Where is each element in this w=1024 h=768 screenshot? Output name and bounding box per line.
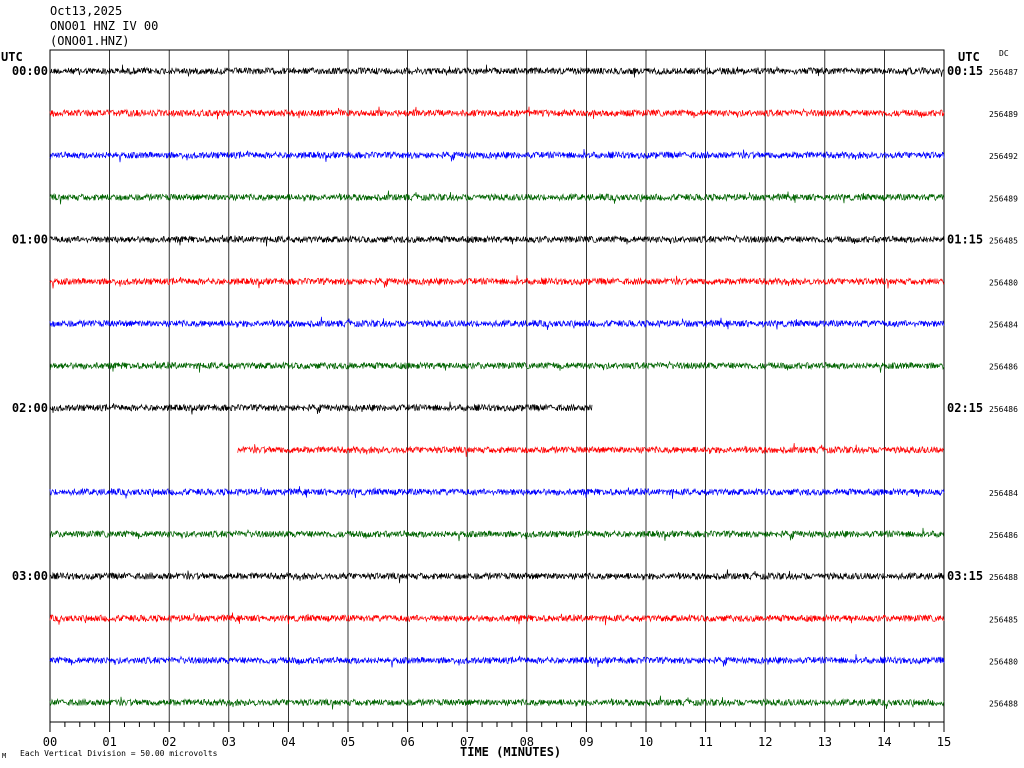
plot-frame [49, 49, 945, 723]
x-tick-label: 03 [222, 735, 236, 749]
x-tick-label: 02 [162, 735, 176, 749]
trace-right-time: 03:15 [947, 569, 983, 583]
trace-3 [49, 190, 945, 205]
trace-dc-value: 256480 [989, 657, 1018, 666]
trace-10 [49, 486, 945, 499]
trace-left-time: 02:00 [12, 401, 48, 415]
trace-dc-value: 256488 [989, 573, 1018, 582]
x-tick-label: 07 [460, 735, 474, 749]
x-tick-label: 06 [400, 735, 414, 749]
x-tick-label: 08 [520, 735, 534, 749]
trace-0 [49, 64, 945, 78]
trace-13 [49, 612, 945, 626]
trace-left-time: 01:00 [12, 232, 48, 246]
trace-dc-value: 256486 [989, 363, 1018, 372]
trace-dc-value: 256489 [989, 110, 1018, 119]
x-tick-label: 01 [102, 735, 116, 749]
trace-dc-value: 256489 [989, 194, 1018, 203]
x-tick-label: 11 [698, 735, 712, 749]
x-axis-label: TIME (MINUTES) [460, 745, 562, 759]
station-label: ONO01 HNZ IV 00 [50, 19, 159, 33]
trace-2 [49, 148, 945, 163]
x-tick-label: 04 [281, 735, 295, 749]
trace-4 [49, 234, 945, 247]
x-tick-label: 09 [579, 735, 593, 749]
vertical-division-note: Each Vertical Division = 50.00 microvolt… [20, 749, 218, 758]
trace-dc-value: 256480 [989, 279, 1018, 288]
trace-dc-value: 256486 [989, 405, 1018, 414]
trace-right-time: 00:15 [947, 64, 983, 78]
trace-1 [49, 106, 945, 120]
trace-left-time: 03:00 [12, 569, 48, 583]
trace-dc-value: 256487 [989, 68, 1018, 77]
utc-right-label: UTC [958, 50, 980, 64]
trace-5 [49, 275, 945, 289]
trace-15 [49, 695, 945, 710]
date-label: Oct13,2025 [50, 4, 123, 18]
trace-dc-value: 256485 [989, 236, 1018, 245]
trace-8 [49, 401, 593, 415]
trace-11 [49, 527, 945, 542]
trace-6 [49, 316, 945, 331]
x-tick-label: 14 [877, 735, 891, 749]
trace-dc-value: 256484 [989, 489, 1018, 498]
utc-left-label: UTC [1, 50, 23, 64]
footer-mark: M [2, 752, 7, 760]
trace-dc-value: 256486 [989, 531, 1018, 540]
x-tick-label: 00 [43, 735, 57, 749]
channel-code-label: (ONO01.HNZ) [50, 34, 130, 48]
trace-dc-value: 256485 [989, 615, 1018, 624]
dc-header-label: DC [999, 49, 1009, 58]
x-tick-label: 05 [341, 735, 355, 749]
trace-right-time: 02:15 [947, 401, 983, 415]
trace-right-time: 01:15 [947, 232, 983, 246]
trace-9 [237, 443, 945, 457]
x-tick-label: 13 [818, 735, 832, 749]
trace-7 [49, 360, 945, 373]
x-tick-label: 10 [639, 735, 653, 749]
trace-12 [49, 569, 945, 584]
trace-dc-value: 256492 [989, 152, 1018, 161]
trace-left-time: 00:00 [12, 64, 48, 78]
trace-14 [49, 654, 945, 668]
x-tick-label: 12 [758, 735, 772, 749]
trace-dc-value: 256484 [989, 321, 1018, 330]
x-tick-label: 15 [937, 735, 951, 749]
trace-dc-value: 256488 [989, 700, 1018, 709]
